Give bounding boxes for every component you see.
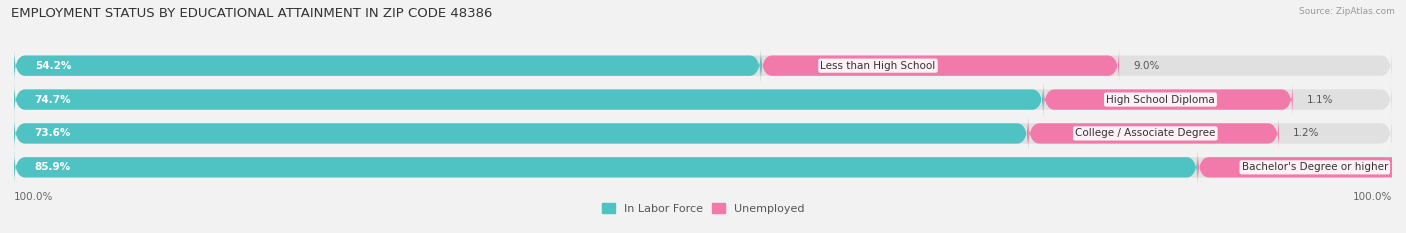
FancyBboxPatch shape [1028,116,1279,150]
Text: College / Associate Degree: College / Associate Degree [1076,128,1215,138]
Text: 1.1%: 1.1% [1306,95,1333,105]
Text: 73.6%: 73.6% [35,128,72,138]
Text: 54.2%: 54.2% [35,61,72,71]
FancyBboxPatch shape [14,49,1392,83]
Text: 100.0%: 100.0% [1353,192,1392,202]
Text: 85.9%: 85.9% [35,162,70,172]
Text: Source: ZipAtlas.com: Source: ZipAtlas.com [1299,7,1395,16]
FancyBboxPatch shape [14,150,1392,184]
FancyBboxPatch shape [761,49,1119,83]
Text: 9.0%: 9.0% [1133,61,1160,71]
FancyBboxPatch shape [14,83,1392,116]
Text: 1.2%: 1.2% [1292,128,1319,138]
FancyBboxPatch shape [14,49,761,83]
FancyBboxPatch shape [14,150,1198,184]
Text: EMPLOYMENT STATUS BY EDUCATIONAL ATTAINMENT IN ZIP CODE 48386: EMPLOYMENT STATUS BY EDUCATIONAL ATTAINM… [11,7,492,20]
Text: 74.7%: 74.7% [35,95,72,105]
FancyBboxPatch shape [1043,83,1292,116]
Text: Less than High School: Less than High School [820,61,935,71]
FancyBboxPatch shape [1198,150,1406,184]
Legend: In Labor Force, Unemployed: In Labor Force, Unemployed [598,199,808,218]
Text: Bachelor's Degree or higher: Bachelor's Degree or higher [1241,162,1388,172]
FancyBboxPatch shape [14,116,1392,150]
Text: 100.0%: 100.0% [14,192,53,202]
Text: High School Diploma: High School Diploma [1107,95,1215,105]
FancyBboxPatch shape [14,83,1043,116]
FancyBboxPatch shape [14,116,1028,150]
